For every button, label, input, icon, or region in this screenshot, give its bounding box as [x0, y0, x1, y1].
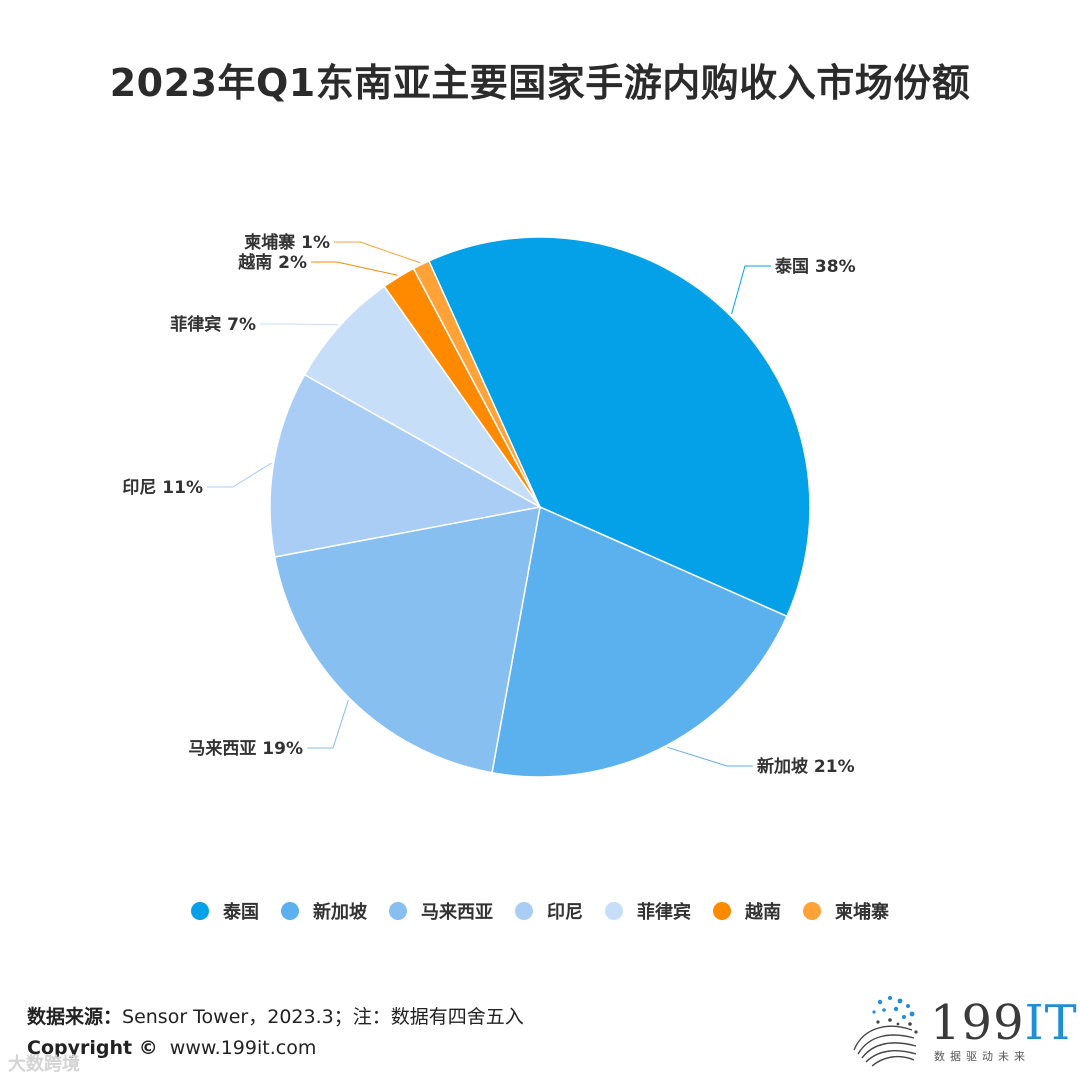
legend-swatch	[605, 902, 623, 920]
slice-label-3: 印尼 11%	[122, 478, 203, 498]
legend-item-6[interactable]: 柬埔寨	[803, 898, 889, 924]
legend-label: 菲律宾	[637, 902, 691, 923]
slice-label-5: 越南 2%	[237, 252, 307, 273]
watermark: 大数跨境	[8, 1054, 80, 1075]
legend-label: 新加坡	[313, 902, 367, 923]
leader-line-0	[731, 265, 771, 315]
legend-label: 越南	[745, 902, 781, 923]
legend-swatch	[803, 902, 821, 920]
data-source: 数据来源：Sensor Tower，2023.3；注：数据有四舍五入	[27, 1002, 524, 1029]
legend-swatch	[389, 902, 407, 920]
legend-swatch	[281, 902, 299, 920]
slice-label-1: 新加坡 21%	[757, 756, 855, 777]
legend-item-0[interactable]: 泰国	[191, 898, 259, 924]
pie-slice-3	[269, 373, 543, 558]
legend-label: 柬埔寨	[835, 902, 889, 923]
chart-legend: 泰国 新加坡 马来西亚 印尼 菲律宾 越南 柬埔寨	[0, 898, 1080, 924]
legend-swatch	[191, 902, 209, 920]
slice-label-6: 柬埔寨 1%	[244, 232, 330, 253]
pie-slice-1	[491, 505, 788, 778]
legend-swatch	[515, 902, 533, 920]
logo-text-main: 199	[930, 995, 1025, 1051]
pie-slice-0	[427, 236, 811, 618]
leader-line-1	[667, 746, 753, 767]
copyright-url[interactable]: www.199it.com	[169, 1037, 317, 1059]
legend-item-2[interactable]: 马来西亚	[389, 898, 493, 924]
legend-label: 泰国	[223, 902, 259, 923]
logo-icon	[853, 996, 918, 1067]
slice-label-0: 泰国 38%	[775, 256, 856, 277]
logo-text: 199IT	[930, 995, 1078, 1051]
pie-slice-4	[303, 285, 541, 508]
leader-line-5	[311, 261, 398, 276]
chart-title: 2023年Q1东南亚主要国家手游内购收入市场份额	[109, 61, 971, 105]
slice-label-4: 菲律宾 7%	[170, 314, 256, 335]
copyright-label: Copyright ©	[27, 1037, 158, 1059]
legend-label: 印尼	[547, 902, 583, 923]
legend-item-5[interactable]: 越南	[713, 898, 781, 924]
legend-label: 马来西亚	[421, 902, 493, 923]
leader-line-2	[307, 699, 349, 749]
source-text: Sensor Tower，2023.3；注：数据有四舍五入	[122, 1006, 524, 1028]
legend-swatch	[713, 902, 731, 920]
legend-item-3[interactable]: 印尼	[515, 898, 583, 924]
legend-item-1[interactable]: 新加坡	[281, 898, 367, 924]
logo-subtitle: 数据驱动未来	[934, 1050, 1030, 1063]
leader-line-6	[334, 241, 421, 264]
leader-line-3	[207, 462, 272, 488]
source-label: 数据来源：	[27, 1006, 123, 1028]
logo-text-accent: IT	[1024, 995, 1078, 1051]
slice-label-2: 马来西亚 19%	[188, 738, 303, 759]
pie-slice-6	[412, 259, 541, 508]
copyright: Copyright © www.199it.com	[27, 1037, 316, 1059]
leader-line-4	[260, 323, 339, 326]
legend-item-4[interactable]: 菲律宾	[605, 898, 691, 924]
pie-slice-2	[273, 506, 541, 774]
